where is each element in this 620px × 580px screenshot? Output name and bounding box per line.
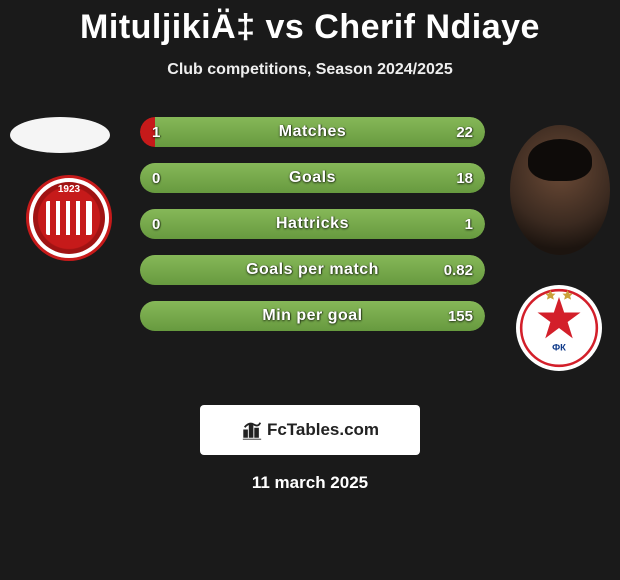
chart-icon [241,419,263,441]
subtitle: Club competitions, Season 2024/2025 [0,61,620,79]
player-right-avatar [510,125,610,255]
stat-bar: 155Min per goal [140,301,485,331]
stat-bar: 0.82Goals per match [140,255,485,285]
stat-bar: 018Goals [140,163,485,193]
brand-card[interactable]: FcTables.com [200,405,420,455]
club-left-year: 1923 [29,184,109,195]
club-right-crest-icon: ФК [516,285,602,371]
stat-bar: 01Hattricks [140,209,485,239]
comparison-panel: 1923 ФК 122Matches 018Goals 01Hattricks 0.8… [0,117,620,377]
svg-text:ФК: ФК [552,342,566,353]
club-right-badge: ФК [516,285,602,371]
date-label: 11 march 2025 [0,473,620,493]
player-left-avatar [10,117,110,153]
club-left-badge: 1923 [26,175,112,261]
stat-label: Matches [140,117,485,147]
page-title: MituljikiÄ‡ vs Cherif Ndiaye [0,8,620,47]
stat-label: Hattricks [140,209,485,239]
club-left-crest-icon [46,201,92,235]
stat-label: Min per goal [140,301,485,331]
brand-text: FcTables.com [267,420,379,440]
stat-label: Goals per match [140,255,485,285]
stat-bar: 122Matches [140,117,485,147]
stat-label: Goals [140,163,485,193]
stat-bars: 122Matches 018Goals 01Hattricks 0.82Goals p… [140,117,485,347]
